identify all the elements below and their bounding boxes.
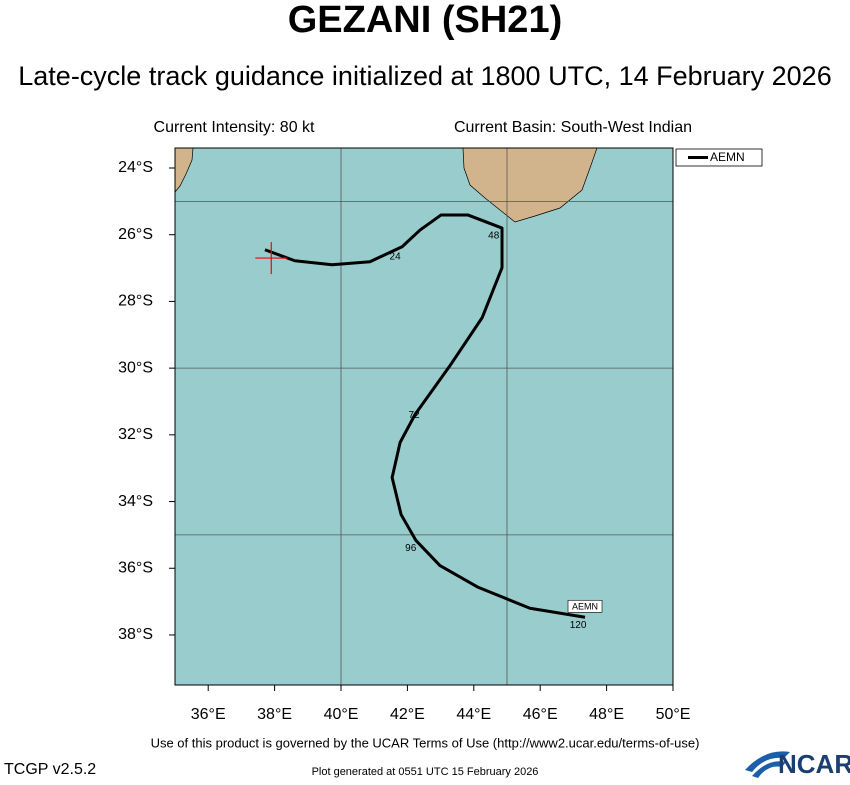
y-tick-label: 26°S bbox=[118, 226, 153, 243]
logo-text: NCAR bbox=[778, 749, 850, 779]
plot-area: 36°E 38°E 40°E 42°E 44°E 46°E 48°E 50°E 24°S 26°S… bbox=[118, 147, 763, 723]
x-tick-label: 42°E bbox=[390, 706, 425, 723]
x-tick-label: 44°E bbox=[456, 706, 491, 723]
chart-title: GEZANI (SH21) bbox=[288, 0, 562, 41]
y-tick-label: 36°S bbox=[118, 559, 153, 576]
terms: Use of this product is governed by the U… bbox=[151, 735, 700, 750]
y-tick-label: 30°S bbox=[118, 359, 153, 376]
version: TCGP v2.5.2 bbox=[4, 761, 96, 778]
x-tick-label: 48°E bbox=[589, 706, 624, 723]
x-tick-label: 40°E bbox=[324, 706, 359, 723]
legend: AEMN bbox=[675, 148, 763, 167]
x-tick-label: 50°E bbox=[656, 706, 691, 723]
y-tick-label: 34°S bbox=[118, 493, 153, 510]
hour-label: 96 bbox=[405, 543, 417, 554]
end-label-box bbox=[567, 599, 603, 613]
intensity-label: Current Intensity: 80 kt bbox=[154, 119, 316, 136]
x-tick-label: 36°E bbox=[191, 706, 226, 723]
end-label: AEMN bbox=[572, 602, 598, 612]
legend-label: AEMN bbox=[710, 150, 745, 164]
logo: NCAR bbox=[745, 749, 850, 779]
hour-label: 48 bbox=[488, 230, 500, 241]
land-madagascar bbox=[462, 147, 598, 223]
generated: Plot generated at 0551 UTC 15 February 2… bbox=[312, 766, 539, 778]
current-position bbox=[255, 242, 288, 275]
y-tick-label: 24°S bbox=[118, 159, 153, 176]
x-tick-label: 38°E bbox=[257, 706, 292, 723]
logo-swoosh bbox=[745, 751, 790, 772]
y-tick-label: 28°S bbox=[118, 293, 153, 310]
chart-subtitle: Late-cycle track guidance initialized at… bbox=[18, 61, 831, 91]
basin-label: Current Basin: South-West Indian bbox=[454, 119, 692, 136]
hour-label: 72 bbox=[408, 410, 420, 421]
x-tick-label: 46°E bbox=[523, 706, 558, 723]
track-line bbox=[264, 213, 586, 619]
logo-swoosh bbox=[752, 761, 786, 778]
hour-label: 24 bbox=[390, 251, 402, 262]
ocean bbox=[175, 148, 673, 685]
y-tick-label: 38°S bbox=[118, 626, 153, 643]
y-tick-label: 32°S bbox=[118, 426, 153, 443]
plot-frame bbox=[174, 147, 674, 686]
legend-box bbox=[675, 148, 763, 167]
hour-label: 120 bbox=[570, 620, 587, 631]
